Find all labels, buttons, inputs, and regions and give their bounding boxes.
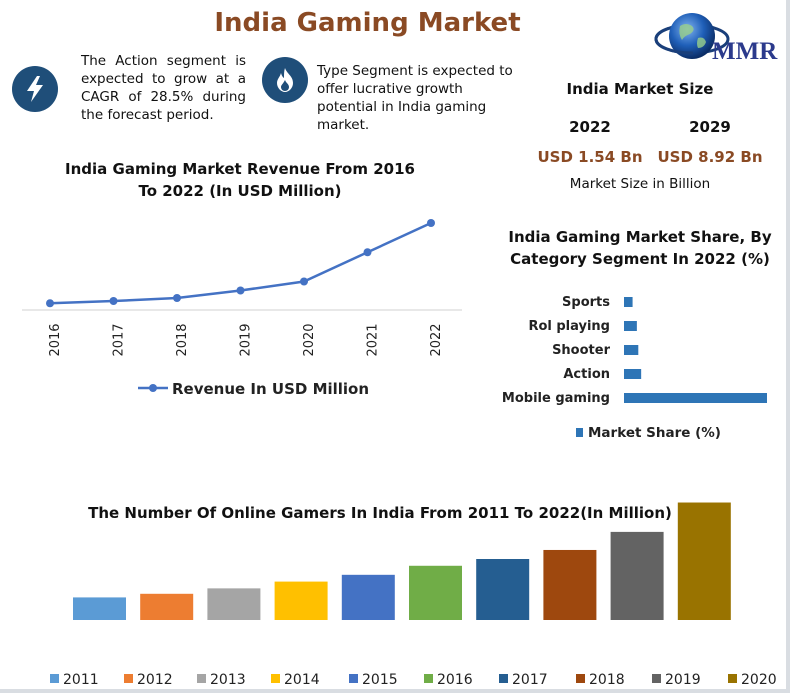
legend-swatch	[576, 428, 583, 437]
market-size-year: 2029	[689, 118, 731, 136]
category-label: Action	[563, 367, 610, 382]
legend-swatch	[271, 674, 280, 683]
market-size-heading: India Market Size	[566, 80, 714, 98]
legend-label: 2017	[512, 672, 548, 688]
data-point	[427, 219, 435, 227]
legend-label: 2011	[63, 672, 99, 688]
market-size-year: 2022	[569, 118, 611, 136]
flame-icon	[277, 68, 293, 92]
legend-label: 2013	[210, 672, 246, 688]
legend-label: 2015	[362, 672, 398, 688]
category-label: Mobile gaming	[502, 391, 610, 406]
share-bar	[624, 345, 639, 355]
data-point	[363, 248, 372, 257]
share-bar	[624, 393, 767, 403]
market-size-note: Market Size in Billion	[569, 176, 711, 192]
legend-label: Revenue In USD Million	[172, 380, 369, 398]
legend-swatch	[652, 674, 661, 683]
x-tick-label: 2019	[239, 323, 254, 356]
legend-swatch	[728, 674, 737, 683]
x-tick-label: 2017	[112, 323, 127, 356]
legend-swatch	[349, 674, 358, 683]
gamers-bar	[677, 502, 731, 620]
mmr-logo: MMR	[652, 8, 792, 70]
gamers-chart-title: The Number Of Online Gamers In India Fro…	[88, 504, 672, 522]
globe-icon	[654, 13, 730, 59]
legend-label: 2020	[741, 672, 777, 688]
gamers-bar	[274, 581, 328, 620]
x-tick-label: 2021	[366, 323, 381, 356]
legend-label: 2019	[665, 672, 701, 688]
market-size-value: USD 8.92 Bn	[657, 148, 763, 166]
market-share-bar-chart: Sports Rol playing Shooter Action Mobile gam…	[502, 295, 767, 441]
legend-marker	[149, 384, 157, 392]
line-chart-title: India Gaming Market Revenue From 2016 To…	[65, 160, 415, 200]
page-title: India Gaming Market	[214, 8, 521, 38]
revenue-line-chart: 2016 2017 2018 2019 2020 2021 2022 Revenue In U…	[22, 219, 462, 398]
data-point	[236, 286, 245, 295]
legend-swatch	[499, 674, 508, 683]
category-label: Sports	[562, 295, 610, 310]
x-tick-label: 2020	[302, 323, 317, 356]
gamers-bar	[73, 597, 126, 620]
x-tick-label: 2022	[429, 323, 444, 356]
gamers-bar	[140, 593, 194, 620]
legend-swatch	[576, 674, 585, 683]
logo-text: MMR	[712, 38, 778, 65]
legend-label: 2018	[589, 672, 625, 688]
share-bar	[624, 321, 637, 331]
online-gamers-bar-chart: 2011 2012 2013 2014 2015 2016 2017 2018 2019 2020	[50, 502, 777, 688]
legend-swatch	[197, 674, 206, 683]
x-tick-label: 2018	[175, 323, 190, 356]
data-point	[46, 299, 54, 308]
share-bar	[624, 297, 633, 307]
gamers-bar	[476, 559, 530, 620]
highlight-text: Type Segment is expected to offer lucrat…	[317, 63, 513, 133]
legend-label: 2014	[284, 672, 320, 688]
legend-label: 2012	[137, 672, 173, 688]
lightning-icon	[27, 76, 43, 102]
data-point	[109, 297, 118, 305]
x-tick-label: 2016	[48, 323, 63, 356]
legend-swatch	[424, 674, 433, 683]
gamers-bar	[543, 549, 597, 620]
legend-label: 2016	[437, 672, 473, 688]
market-size-value: USD 1.54 Bn	[537, 148, 643, 166]
highlight-text: The Action segment is expected to grow a…	[81, 53, 246, 123]
share-bar	[624, 369, 642, 379]
gamers-bar	[409, 565, 462, 620]
data-point	[300, 277, 308, 286]
category-label: Rol playing	[528, 319, 610, 334]
gamers-bar	[207, 588, 261, 620]
gamers-bar	[610, 531, 664, 620]
legend-swatch	[124, 674, 133, 683]
legend-swatch	[50, 674, 59, 683]
highlight-icon-badge	[12, 66, 58, 112]
legend-label: Market Share (%)	[588, 425, 721, 441]
data-point	[173, 294, 181, 302]
highlight-icon-badge	[262, 57, 308, 103]
share-chart-title: India Gaming Market Share, By Category S…	[508, 228, 772, 268]
category-label: Shooter	[552, 343, 611, 358]
gamers-bar	[341, 574, 395, 620]
